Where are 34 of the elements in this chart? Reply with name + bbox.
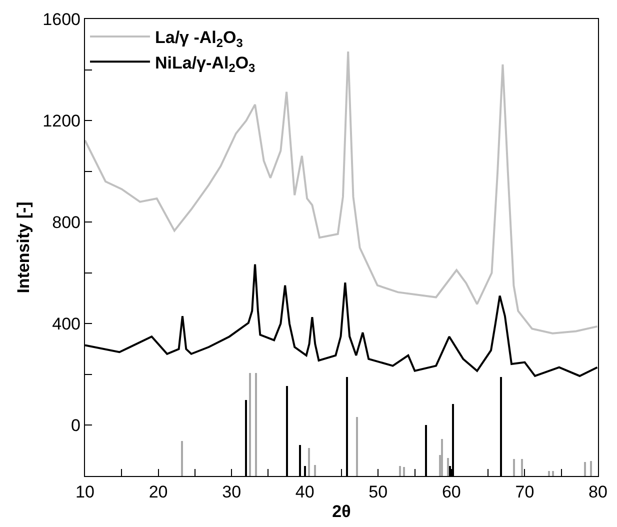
x-tick-label: 70 xyxy=(515,482,534,502)
bar xyxy=(399,466,401,476)
bar xyxy=(447,458,449,476)
bar xyxy=(356,417,358,476)
x-tick-label: 80 xyxy=(588,482,608,502)
bar xyxy=(548,471,550,476)
x-tick-label: 30 xyxy=(222,482,242,502)
y-tick-label: 0 xyxy=(71,416,80,436)
bar xyxy=(584,462,586,476)
bar xyxy=(249,373,251,476)
y-axis-title: Intensity [-] xyxy=(14,202,34,294)
bar xyxy=(314,465,316,476)
bar xyxy=(255,373,257,476)
bar xyxy=(552,471,554,476)
bar xyxy=(521,459,523,476)
legend-label: La/γ -Al$_{2}$O$_{3}$ xyxy=(155,28,244,50)
y-tick-label: 1200 xyxy=(42,112,80,131)
x-tick-label: 50 xyxy=(368,482,388,502)
y-tick-label: 1600 xyxy=(42,10,80,29)
x-tick-label: 20 xyxy=(148,482,168,502)
bar xyxy=(403,467,405,476)
bar xyxy=(181,441,183,476)
bar xyxy=(590,461,592,476)
bar xyxy=(441,439,443,476)
legend-label: NiLa/γ-Al$_{2}$O$_{3}$ xyxy=(155,53,256,75)
y-tick-label: 800 xyxy=(52,213,80,232)
x-tick-label: 40 xyxy=(295,482,314,502)
line-series xyxy=(85,50,598,334)
x-tick-label: 10 xyxy=(76,482,94,502)
bar xyxy=(308,448,310,476)
x-tick-label: 60 xyxy=(442,482,461,502)
bar xyxy=(513,459,515,476)
x-axis-title: 2θ xyxy=(332,502,351,521)
y-tick-label: 400 xyxy=(52,314,80,334)
